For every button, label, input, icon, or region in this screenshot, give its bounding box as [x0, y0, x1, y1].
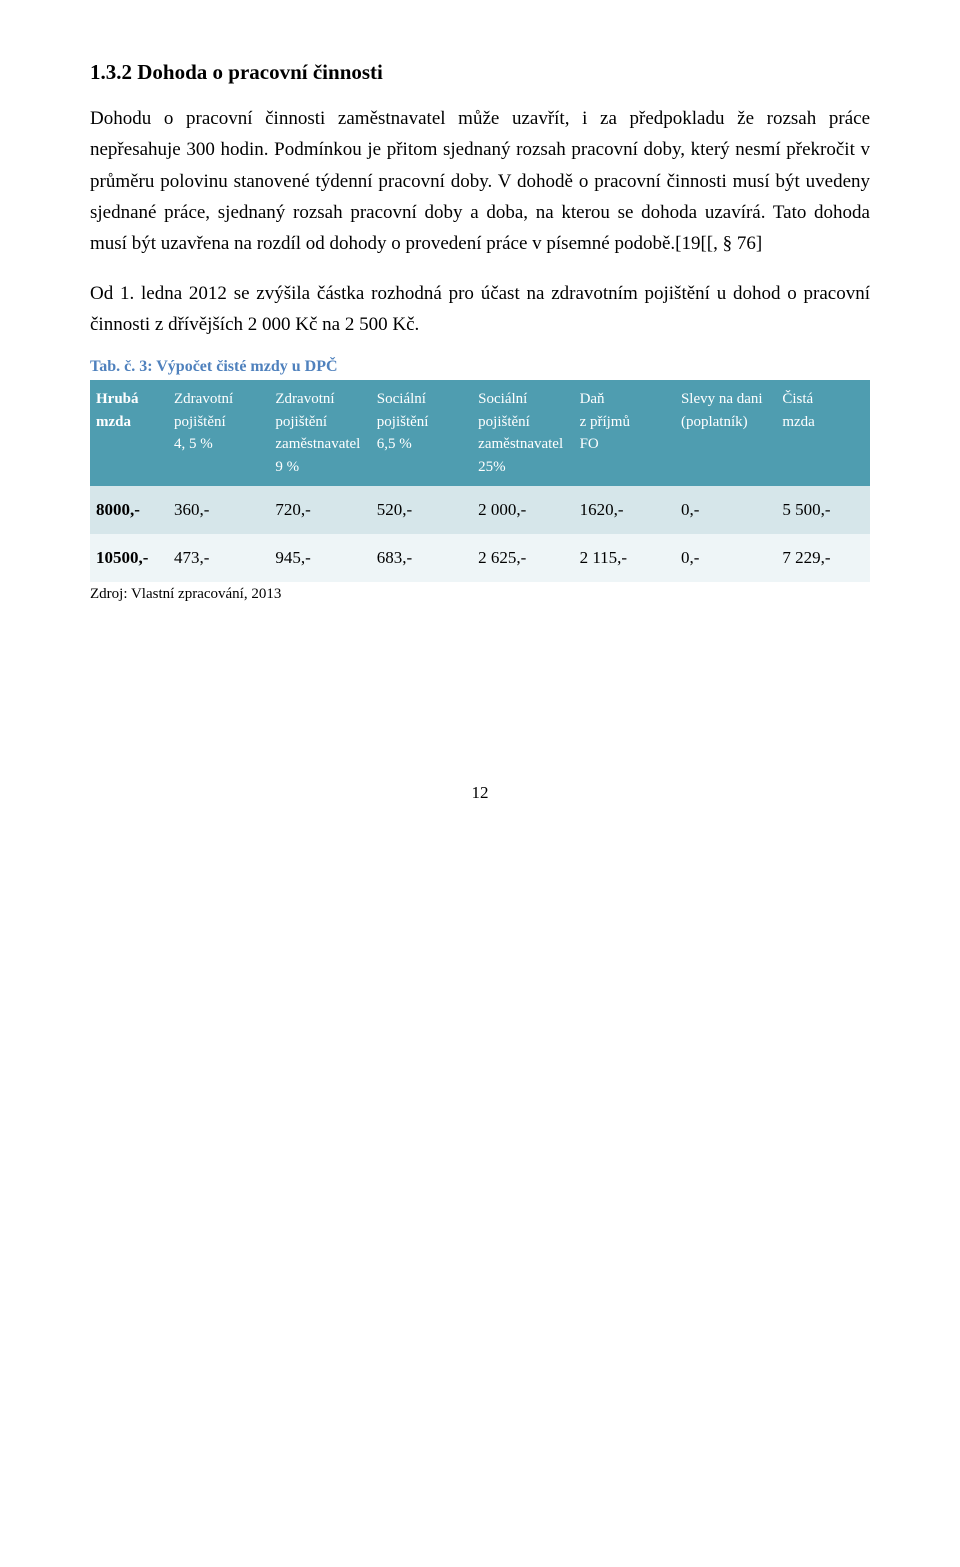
hdr: pojištění	[478, 414, 530, 430]
col-header-5: Daň z příjmů FO	[574, 380, 675, 486]
table-source: Zdroj: Vlastní zpracování, 2013	[90, 586, 870, 603]
cell: 520,-	[371, 486, 472, 534]
cell: 2 000,-	[472, 486, 573, 534]
col-header-3: Sociální pojištění 6,5 %	[371, 380, 472, 486]
cell: 945,-	[269, 534, 370, 582]
col-header-7: Čistá mzda	[776, 380, 870, 486]
paragraph-1: Dohodu o pracovní činnosti zaměstnavatel…	[90, 103, 870, 260]
hdr: Sociální	[478, 391, 527, 407]
hdr: Sociální	[377, 391, 426, 407]
col-header-4: Sociální pojištění zaměstnavatel 25%	[472, 380, 573, 486]
section-heading: 1.3.2 Dohoda o pracovní činnosti	[90, 60, 870, 85]
hdr: Daň	[580, 391, 605, 407]
hdr: 9 %	[275, 459, 299, 475]
table-header: Hrubá mzda Zdravotní pojištění 4, 5 % Zd…	[90, 380, 870, 486]
hdr: zaměstnavatel	[275, 436, 360, 452]
hdr: mzda	[96, 414, 131, 430]
cell: 473,-	[168, 534, 269, 582]
cell: 1620,-	[574, 486, 675, 534]
hdr: Hrubá	[96, 391, 139, 407]
cell: 0,-	[675, 486, 776, 534]
hdr: 4, 5 %	[174, 436, 213, 452]
dpc-table: Hrubá mzda Zdravotní pojištění 4, 5 % Zd…	[90, 380, 870, 582]
cell: 8000,-	[90, 486, 168, 534]
cell: 7 229,-	[776, 534, 870, 582]
hdr: Čistá	[782, 391, 813, 407]
cell: 0,-	[675, 534, 776, 582]
hdr: FO	[580, 436, 599, 452]
hdr: z příjmů	[580, 414, 630, 430]
cell: 683,-	[371, 534, 472, 582]
table-caption: Tab. č. 3: Výpočet čisté mzdy u DPČ	[90, 358, 870, 376]
hdr: Zdravotní	[174, 391, 233, 407]
cell: 360,-	[168, 486, 269, 534]
col-header-2: Zdravotní pojištění zaměstnavatel 9 %	[269, 380, 370, 486]
page-number: 12	[90, 783, 870, 803]
hdr: zaměstnavatel	[478, 436, 563, 452]
col-header-6: Slevy na dani (poplatník)	[675, 380, 776, 486]
cell: 10500,-	[90, 534, 168, 582]
paragraph-2: Od 1. ledna 2012 se zvýšila částka rozho…	[90, 278, 870, 341]
hdr: 25%	[478, 459, 506, 475]
col-header-1: Zdravotní pojištění 4, 5 %	[168, 380, 269, 486]
cell: 2 115,-	[574, 534, 675, 582]
cell: 2 625,-	[472, 534, 573, 582]
cell: 720,-	[269, 486, 370, 534]
table-row: 8000,- 360,- 720,- 520,- 2 000,- 1620,- …	[90, 486, 870, 534]
page: 1.3.2 Dohoda o pracovní činnosti Dohodu …	[0, 0, 960, 843]
table-row: 10500,- 473,- 945,- 683,- 2 625,- 2 115,…	[90, 534, 870, 582]
col-header-0: Hrubá mzda	[90, 380, 168, 486]
hdr: pojištění	[377, 414, 429, 430]
hdr: Zdravotní	[275, 391, 334, 407]
hdr: mzda	[782, 414, 814, 430]
hdr: (poplatník)	[681, 414, 748, 430]
hdr: pojištění	[174, 414, 226, 430]
hdr: pojištění	[275, 414, 327, 430]
hdr: Slevy na dani	[681, 391, 763, 407]
cell: 5 500,-	[776, 486, 870, 534]
hdr: 6,5 %	[377, 436, 412, 452]
